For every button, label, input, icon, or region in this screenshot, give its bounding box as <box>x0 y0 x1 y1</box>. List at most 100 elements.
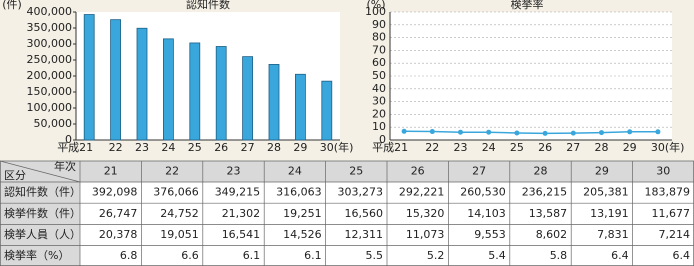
bar <box>294 73 306 141</box>
table-header-bg <box>0 161 694 182</box>
cell: 12,311 <box>345 228 384 241</box>
x-tick-label: 平成21 <box>372 141 408 154</box>
marker <box>458 129 463 135</box>
cell: 14,526 <box>283 228 322 241</box>
year-header: 25 <box>349 165 363 178</box>
y-tick-label: 40 <box>372 82 386 95</box>
cell: 6.4 <box>611 249 629 262</box>
y-tick-label: 0 <box>379 133 386 146</box>
bar <box>321 80 333 141</box>
y-tick-label: 100,000 <box>27 101 73 114</box>
bar <box>162 38 174 141</box>
y-tick-label: 250,000 <box>27 53 73 66</box>
year-header: 22 <box>165 165 179 178</box>
y-unit: (%) <box>366 0 385 11</box>
year-header: 29 <box>595 165 609 178</box>
cell: 26,747 <box>99 207 138 220</box>
corner-diagonal <box>0 160 81 183</box>
cell: 19,051 <box>160 228 199 241</box>
corner-row: 年次 <box>54 159 76 173</box>
year-header: 24 <box>288 165 302 178</box>
x-tick-label: 30 <box>320 141 334 154</box>
year-header: 21 <box>104 165 118 178</box>
marker <box>514 130 520 136</box>
y-tick-label: 20 <box>372 107 386 120</box>
y-tick-label: 100 <box>365 5 386 18</box>
bar <box>215 46 227 141</box>
cell: 13,587 <box>529 207 568 220</box>
x-tick-label: 27 <box>241 141 255 154</box>
chart-title: 認知件数 <box>186 0 230 11</box>
marker <box>429 129 435 135</box>
cell: 7,214 <box>659 228 691 241</box>
x-unit: (年) <box>334 140 354 154</box>
x-tick-label: 27 <box>566 141 580 154</box>
y-tick-label: 30 <box>372 95 386 108</box>
bar <box>189 42 201 141</box>
cell: 15,320 <box>406 207 445 220</box>
cell: 6.1 <box>243 249 261 262</box>
cell: 21,302 <box>222 207 261 220</box>
cell: 16,541 <box>222 228 261 241</box>
marker <box>401 128 407 134</box>
row-label: 検挙率（%） <box>4 248 69 262</box>
marker <box>627 129 633 135</box>
cell: 7,831 <box>597 228 629 241</box>
cell: 9,553 <box>474 228 506 241</box>
y-tick-label: 150,000 <box>27 85 73 98</box>
cell: 14,103 <box>467 207 506 220</box>
cell: 316,063 <box>276 186 322 199</box>
marker <box>486 129 492 135</box>
cell: 292,221 <box>399 186 445 199</box>
y-tick-label: 200,000 <box>27 69 73 82</box>
y-tick-label: 350,000 <box>27 21 73 34</box>
row-label: 検挙件数（件） <box>4 206 81 220</box>
cell: 205,381 <box>583 186 629 199</box>
marker <box>570 130 576 136</box>
marker <box>655 129 661 135</box>
x-tick-label: 22 <box>425 141 439 154</box>
cell: 5.5 <box>366 249 384 262</box>
year-header: 23 <box>227 165 241 178</box>
x-tick-label: 24 <box>482 141 496 154</box>
cell: 19,251 <box>283 207 322 220</box>
x-tick-label: 28 <box>267 141 281 154</box>
year-header: 28 <box>534 165 548 178</box>
cell: 260,530 <box>460 186 506 199</box>
y-tick-label: 300,000 <box>27 37 73 50</box>
y-unit: (件) <box>2 0 22 11</box>
y-tick-label: 50 <box>372 69 386 82</box>
x-unit: (年) <box>665 140 685 154</box>
x-tick-label: 30 <box>651 141 665 154</box>
cell: 11,073 <box>406 228 445 241</box>
bar <box>268 64 280 141</box>
cell: 183,879 <box>645 186 691 199</box>
cell: 303,273 <box>338 186 384 199</box>
y-tick-label: 400,000 <box>27 5 73 18</box>
cell: 376,066 <box>153 186 199 199</box>
cell: 349,215 <box>215 186 261 199</box>
cell: 6.1 <box>304 249 322 262</box>
year-header: 26 <box>411 165 425 178</box>
cell: 6.8 <box>120 249 138 262</box>
x-tick-label: 26 <box>214 141 228 154</box>
y-tick-label: 90 <box>372 18 386 31</box>
y-tick-label: 0 <box>65 133 72 146</box>
y-tick-label: 70 <box>372 43 386 56</box>
cell: 8,602 <box>536 228 568 241</box>
x-tick-label: 25 <box>188 141 202 154</box>
x-tick-label: 29 <box>293 141 307 154</box>
cell: 11,677 <box>652 207 691 220</box>
bar <box>83 14 95 141</box>
year-header: 27 <box>472 165 486 178</box>
cell: 24,752 <box>160 207 199 220</box>
cell: 16,560 <box>345 207 384 220</box>
cell: 236,215 <box>522 186 568 199</box>
x-tick-label: 23 <box>454 141 468 154</box>
x-tick-label: 29 <box>623 141 637 154</box>
cell: 5.8 <box>550 249 568 262</box>
x-tick-label: 平成21 <box>57 141 93 154</box>
cell: 5.4 <box>488 249 506 262</box>
chart-title: 検挙率 <box>511 0 544 11</box>
y-tick-label: 60 <box>372 56 386 69</box>
